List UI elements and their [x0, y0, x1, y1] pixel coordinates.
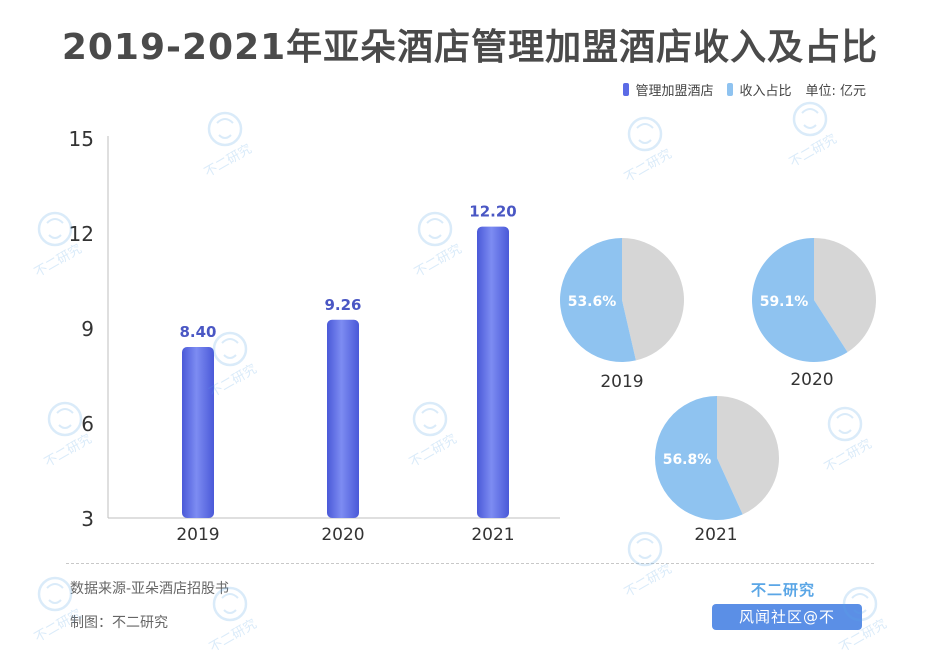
chart-title: 2019-2021年亚朵酒店管理加盟酒店收入及占比	[61, 27, 879, 68]
bar-value-label: 12.20	[469, 203, 516, 221]
watermark: 不二研究	[35, 395, 105, 471]
svg-text:不二研究: 不二研究	[32, 242, 85, 275]
svg-text:不二研究: 不二研究	[822, 437, 875, 470]
unit-label: 单位: 亿元	[805, 84, 866, 99]
legend-label-bar: 管理加盟酒店	[635, 84, 714, 99]
pie-percent-label: 53.6%	[568, 294, 617, 310]
watermark: 不二研究	[780, 95, 850, 171]
watermark: 不二研究	[615, 110, 685, 186]
watermark: 不二研究	[200, 325, 270, 401]
watermark: 不二研究	[25, 205, 95, 281]
svg-text:不二研究: 不二研究	[207, 362, 260, 395]
brand-banner: 风闻社区@不	[712, 604, 862, 630]
bar-value-label: 8.40	[179, 323, 216, 341]
bar-2019	[182, 347, 214, 518]
x-tick-label: 2020	[321, 525, 364, 545]
watermark: 不二研究	[830, 580, 900, 654]
legend-swatch-bar	[623, 83, 630, 96]
pie-slice-rest-2019	[622, 238, 684, 361]
footer-divider	[66, 563, 874, 564]
svg-text:不二研究: 不二研究	[202, 142, 255, 175]
y-tick-label: 6	[81, 412, 94, 436]
pie-slice-share-2020	[751, 237, 848, 362]
brand-logo-text: 不二研究	[750, 581, 815, 599]
svg-text:不二研究: 不二研究	[407, 432, 460, 465]
pie-slice-rest-2021	[717, 396, 779, 515]
watermark: 不二研究	[195, 105, 265, 181]
pie-charts: 53.6% 2019 59.1% 2020 56.8% 2021	[560, 237, 876, 545]
y-tick-label: 15	[69, 127, 94, 151]
svg-text:不二研究: 不二研究	[42, 432, 95, 465]
legend-label-pie: 收入占比	[739, 84, 792, 99]
bar-value-label: 9.26	[324, 296, 361, 314]
y-tick-label: 9	[81, 317, 94, 341]
pie-year-label: 2019	[600, 372, 643, 392]
watermark: 不二研究	[25, 570, 95, 646]
svg-text:不二研究: 不二研究	[787, 132, 840, 165]
pie-slice-share-2019	[560, 238, 636, 362]
y-tick-label: 12	[69, 222, 94, 246]
maker-note: 制图：不二研究	[70, 615, 168, 631]
svg-text:不二研究: 不二研究	[207, 617, 260, 650]
watermark: 不二研究	[815, 400, 885, 476]
pie-percent-label: 56.8%	[663, 452, 712, 468]
pie-slice-share-2021	[654, 396, 743, 520]
legend-item-pie: 收入占比	[727, 80, 791, 99]
pie-year-label: 2021	[694, 525, 737, 545]
watermark: 不二研究	[200, 580, 270, 654]
legend-item-bar: 管理加盟酒店	[623, 80, 713, 99]
legend-swatch-pie	[727, 83, 734, 96]
legend: 管理加盟酒店 收入占比 单位: 亿元	[623, 80, 866, 99]
x-tick-label: 2021	[471, 525, 514, 545]
source-note: 数据来源-亚朵酒店招股书	[70, 581, 230, 597]
bar-2020	[327, 319, 359, 518]
svg-text:不二研究: 不二研究	[32, 607, 85, 640]
watermark: 不二研究	[400, 395, 470, 471]
pie-year-label: 2020	[790, 370, 833, 390]
bar-2021	[477, 226, 509, 518]
pie-slice-rest-2020	[814, 238, 876, 353]
bar-chart: 15 12 9 6 3 8.40 2019 9.26 2020 12.20 2021	[69, 127, 560, 545]
y-tick-label: 3	[81, 507, 94, 531]
svg-text:不二研究: 不二研究	[622, 147, 675, 180]
x-tick-label: 2019	[176, 525, 219, 545]
watermark: 不二研究	[615, 525, 685, 601]
svg-text:不二研究: 不二研究	[622, 562, 675, 595]
watermark: 不二研究	[405, 205, 475, 281]
svg-text:不二研究: 不二研究	[412, 242, 465, 275]
svg-text:不二研究: 不二研究	[837, 617, 890, 650]
pie-percent-label: 59.1%	[760, 294, 809, 310]
